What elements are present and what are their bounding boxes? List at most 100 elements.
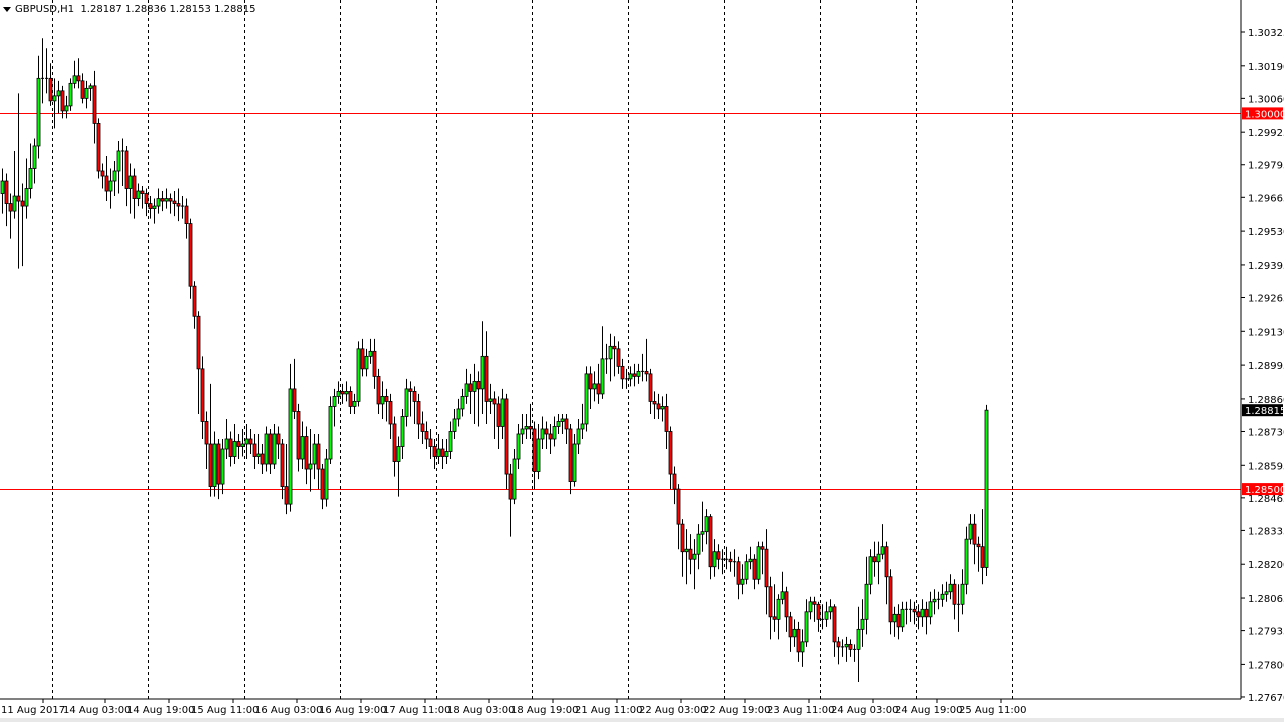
ohlc-close: 1.28815	[214, 4, 256, 15]
candle-body	[684, 548, 689, 553]
candle-body	[260, 453, 265, 465]
candle	[212, 431, 217, 497]
chart-header: GBPUSD,H1 1.28187 1.28836 1.28153 1.2881…	[3, 4, 255, 15]
candle	[972, 514, 977, 565]
candle-body	[56, 90, 61, 97]
candle-body	[784, 591, 789, 618]
candle-body	[868, 556, 873, 585]
candle	[340, 383, 345, 404]
candle	[816, 601, 821, 632]
candle	[4, 173, 9, 227]
candle	[432, 438, 437, 470]
candle-body	[676, 488, 681, 525]
candle-body	[920, 608, 925, 618]
candle-body	[360, 348, 365, 370]
candle	[612, 336, 617, 377]
candle	[460, 388, 465, 417]
candle	[896, 604, 901, 640]
candle-body	[116, 150, 121, 172]
candle	[192, 281, 197, 329]
candle-body	[288, 388, 293, 505]
candle-body	[748, 558, 753, 563]
candle	[964, 526, 969, 595]
candle-body	[204, 421, 209, 445]
candle-body	[448, 431, 453, 452]
candle-body	[636, 370, 641, 377]
dropdown-triangle-icon[interactable]	[3, 6, 11, 12]
candle	[88, 83, 93, 101]
candle-body	[844, 643, 849, 648]
candle-body	[432, 446, 437, 457]
candle	[544, 421, 549, 450]
candle-body	[764, 548, 769, 588]
candle	[24, 158, 29, 219]
candle-body	[620, 365, 625, 380]
candle-body	[496, 403, 501, 427]
candle-body	[484, 355, 489, 402]
candle	[736, 556, 741, 600]
price-axis[interactable]: 1.30325 1.30190 1.30060 1.29925 1.29795 1.296…	[1241, 28, 1284, 704]
candle	[828, 599, 833, 620]
candle-body	[832, 606, 837, 643]
candle	[148, 196, 153, 219]
candle-body	[80, 80, 85, 99]
candle-body	[500, 398, 505, 427]
candle	[984, 404, 989, 576]
candle	[616, 341, 621, 374]
candle	[320, 464, 325, 510]
candle-body	[512, 458, 517, 500]
candle-body	[440, 448, 445, 457]
price-label: 1.29265	[1248, 293, 1284, 304]
candle	[868, 549, 873, 595]
candle	[244, 423, 249, 460]
candle	[76, 58, 81, 89]
candle	[356, 341, 361, 407]
candle-body	[616, 348, 621, 367]
price-label: 1.30060	[1248, 94, 1284, 105]
candle-body	[132, 175, 137, 199]
candle-body	[860, 618, 865, 630]
candle	[404, 378, 409, 427]
candle-body	[344, 391, 349, 395]
candle-body	[672, 473, 677, 490]
candle-body	[28, 168, 33, 189]
candle	[752, 554, 757, 590]
candle-body	[580, 423, 585, 430]
candle	[288, 363, 293, 512]
candle-body	[244, 438, 249, 445]
candle	[648, 368, 653, 414]
candle	[600, 326, 605, 399]
candle-body	[304, 436, 309, 470]
ohlc-high: 1.28836	[124, 4, 167, 15]
candle-body	[680, 523, 685, 553]
candle-body	[24, 188, 29, 207]
candle	[660, 396, 665, 422]
candle	[860, 599, 865, 647]
candle-body	[804, 611, 809, 643]
candle	[308, 428, 313, 492]
candle	[444, 438, 449, 465]
candle	[932, 589, 937, 615]
candle	[384, 388, 389, 422]
candle	[821, 604, 824, 630]
candle-body	[928, 601, 933, 618]
candle-body	[172, 200, 177, 204]
candle-body	[184, 205, 189, 225]
ohlc-low: 1.28153	[169, 4, 211, 15]
time-label: 11 Aug 2017	[1, 705, 65, 716]
candle	[733, 549, 736, 577]
bottom-strip	[0, 718, 1284, 722]
candle-body	[280, 443, 285, 487]
candle	[756, 541, 761, 585]
candle-body	[608, 345, 613, 360]
candle	[532, 421, 537, 490]
candle	[328, 396, 333, 465]
candle	[181, 196, 184, 219]
candle-body	[772, 616, 777, 620]
candle	[264, 426, 269, 472]
candle-body	[972, 523, 977, 545]
candle-body	[364, 355, 369, 370]
candle-body	[388, 401, 393, 425]
